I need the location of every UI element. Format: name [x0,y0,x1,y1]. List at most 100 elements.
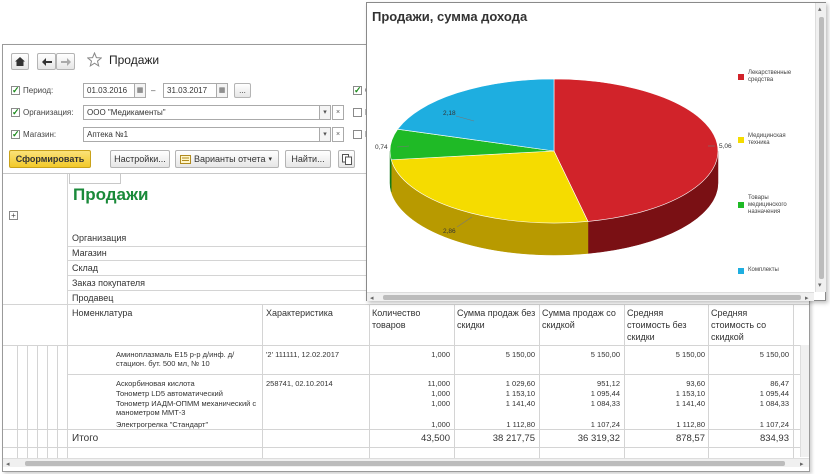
period-from-calendar-button[interactable]: ▦ [134,83,146,98]
generate-report-button[interactable]: Сформировать [9,150,91,168]
pie-slice [553,78,719,222]
cell-characteristic: '2' 111111, 12.02.2017 [266,350,340,359]
pie-chart [389,78,719,256]
scrollbar-thumb[interactable] [25,461,785,466]
cell-nomenclature: Тонометр ИАДМ-ОПММ механический с маноме… [116,399,257,417]
cell-quantity: 1,000 [431,350,450,359]
grouping-seller: Продавец [72,293,114,303]
organization-clear-button[interactable]: × [332,105,344,120]
home-button[interactable] [11,53,29,70]
column-divider [793,304,794,466]
back-button[interactable] [37,53,56,70]
cell-quantity: 1,000 [431,420,450,429]
copy-icon [341,153,352,165]
settings-button[interactable]: Настройки... [110,150,170,168]
scroll-right-icon[interactable]: ▸ [805,295,809,302]
store-dropdown-button[interactable]: ▾ [319,127,331,142]
column-divider [454,304,455,466]
period-to-field[interactable]: 31.03.2017 [163,83,217,98]
cell-avg-discount: 5 150,00 [759,350,789,359]
legend-label: Лекарственные средства [748,70,792,83]
window-title: Продажи [109,53,160,67]
copy-button[interactable] [338,150,355,168]
find-button[interactable]: Найти... [285,150,331,168]
scroll-left-icon[interactable]: ◂ [370,295,374,302]
cell-characteristic: 258741, 02.10.2014 [266,379,333,388]
organization-label: Организация: [23,108,74,117]
scrollbar-thumb[interactable] [383,295,801,300]
grouping-store: Магазин [72,248,107,258]
cell-avg-discount: 1 095,44 [759,389,789,398]
scrollbar-thumb[interactable] [819,17,824,279]
cell-avg-discount: 1 107,24 [759,420,789,429]
legend-label: Комплекты [748,267,779,273]
scroll-right-icon[interactable]: ▸ [800,461,804,468]
scroll-down-icon[interactable]: ▾ [818,282,822,289]
period-checkbox[interactable]: ✓ [11,85,20,95]
chevron-down-icon: ▾ [268,156,272,163]
report-header-cell [69,173,121,184]
favorite-star-button[interactable] [86,51,103,68]
cell-avg-no-discount: 1 153,10 [675,389,705,398]
legend-swatch [738,268,744,274]
period-more-button[interactable]: ... [234,83,251,98]
data-label-medical-goods: 0,74 [375,144,388,151]
option-checkbox-2[interactable] [353,108,362,117]
cell-nomenclature: Тонометр LD5 автоматический [116,389,223,398]
group-line [47,345,48,466]
report-title: Продажи [73,185,149,204]
column-header-characteristic: Характеристика [266,308,333,318]
column-header-sum-no-discount: Сумма продаж без скидки [457,308,536,330]
store-clear-button[interactable]: × [332,127,344,142]
chart-horizontal-scrollbar[interactable]: ◂ ▸ [367,292,814,302]
cell-sum-no-discount: 1 112,80 [506,420,535,429]
header-bottom-divider [3,345,809,346]
pie-slice [390,150,589,224]
chart-vertical-scrollbar[interactable]: ▴ ▾ [815,3,826,292]
period-from-field[interactable]: 01.03.2016 [83,83,135,98]
grouping-warehouse: Склад [72,263,99,273]
expand-group-button[interactable]: + [9,211,18,220]
forward-button[interactable] [56,53,75,70]
scroll-left-icon[interactable]: ◂ [6,461,10,468]
cell-nomenclature: Электрогрелка "Стандарт" [116,420,209,429]
cell-avg-no-discount: 1 141,40 [675,399,705,408]
store-field[interactable]: Аптека №1 [83,127,320,142]
scroll-up-icon[interactable]: ▴ [818,6,822,13]
report-variants-button[interactable]: Варианты отчета ▾ [175,150,279,168]
option-checkbox-1[interactable]: ✓ [353,85,362,95]
store-checkbox[interactable]: ✓ [11,129,20,139]
cell-avg-discount: 86,47 [770,379,789,388]
cell-avg-no-discount: 93,60 [686,379,705,388]
horizontal-scrollbar[interactable]: ◂ ▸ [3,458,809,468]
period-to-calendar-button[interactable]: ▦ [216,83,228,98]
grouping-organization: Организация [72,233,127,243]
cell-sum-no-discount: 1 141,40 [505,399,535,408]
close-icon: × [335,131,341,138]
report-variants-label: Варианты отчета [194,154,266,164]
row-divider [67,374,809,375]
column-header-avg-no-discount: Средняя стоимость без скидки [627,308,687,342]
label-leader-line [455,115,475,122]
organization-checkbox[interactable]: ✓ [11,107,20,117]
organization-field[interactable]: ООО "Медикаменты" [83,105,320,120]
store-label: Магазин: [23,130,57,139]
column-header-quantity: Количество товаров [372,308,421,330]
cell-quantity: 11,000 [427,379,450,388]
label-leader-line [456,216,473,228]
option-checkbox-3[interactable] [353,130,362,139]
legend-label: Медицинская техника [748,133,786,146]
total-avg-no-discount: 878,57 [675,433,705,444]
row-divider [3,447,809,448]
cell-sum-discount: 951,12 [597,379,620,388]
total-quantity: 43,500 [420,433,450,444]
cell-sum-no-discount: 1 029,60 [505,379,535,388]
vertical-scrollbar[interactable] [800,345,809,457]
pie-slice [397,78,555,152]
organization-dropdown-button[interactable]: ▾ [319,105,331,120]
total-avg-discount: 834,93 [759,433,789,444]
data-label-kits: 2,18 [443,110,456,117]
legend-swatch [738,202,744,208]
cell-avg-discount: 1 084,33 [759,399,789,408]
chevron-down-icon: ▾ [323,131,327,138]
